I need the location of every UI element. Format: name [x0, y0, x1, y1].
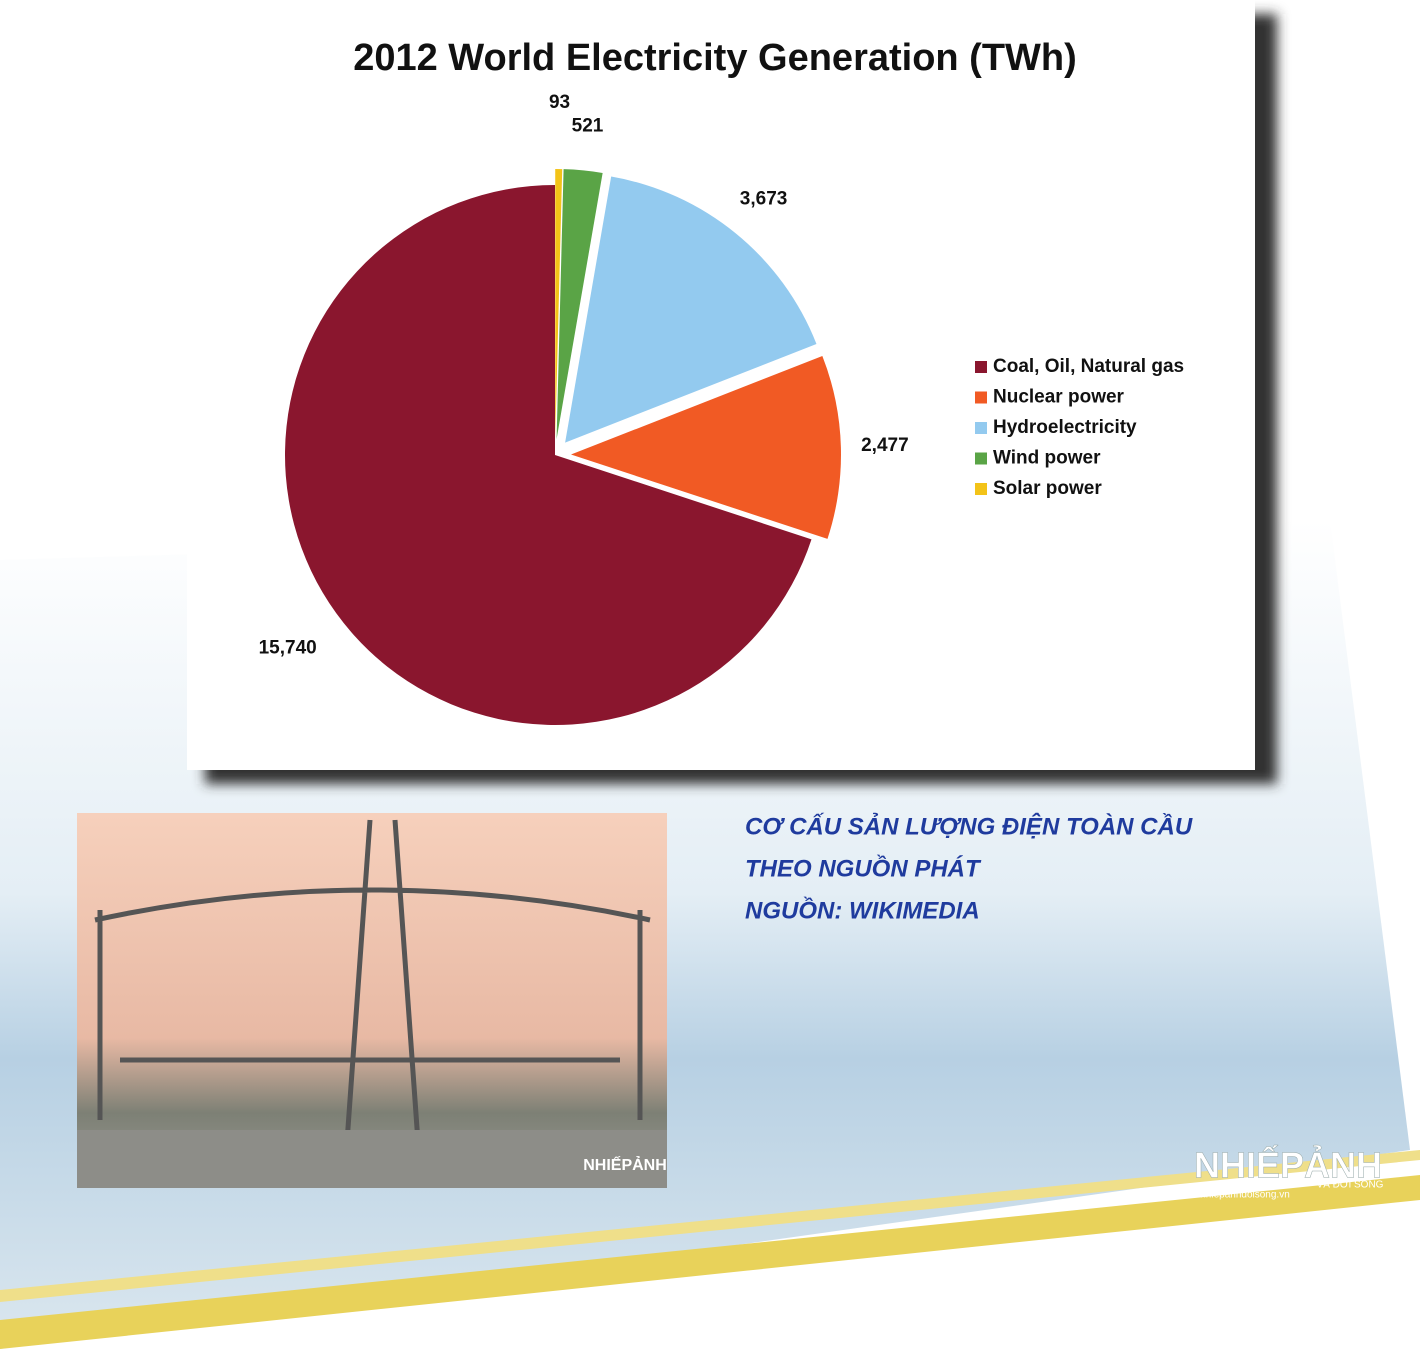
caption-line: CƠ CẤU SẢN LƯỢNG ĐIỆN TOÀN CẦU	[745, 812, 1193, 840]
data-label: 2,477	[861, 435, 909, 456]
caption-line: NGUỒN: WIKIMEDIA	[745, 896, 980, 924]
data-label: 521	[572, 116, 604, 137]
chart-title: 2012 World Electricity Generation (TWh)	[353, 37, 1077, 79]
legend-label: Coal, Oil, Natural gas	[993, 356, 1184, 377]
photo: NHIẾPẢNH	[77, 813, 667, 1188]
stripe	[0, 1175, 1420, 1349]
pie-slice	[565, 176, 817, 443]
legend-label: Wind power	[993, 448, 1101, 469]
pie-slice	[556, 169, 603, 440]
watermark-tagline: VÀ ĐỜI SỐNG	[1317, 1177, 1384, 1191]
data-label: 15,740	[259, 638, 317, 659]
legend-swatch	[975, 422, 987, 434]
legend-swatch	[975, 391, 987, 404]
legend-label: Nuclear power	[993, 387, 1125, 408]
caption: CƠ CẤU SẢN LƯỢNG ĐIỆN TOÀN CẦU THEO NGUỒ…	[745, 812, 1193, 924]
legend-label: Solar power	[993, 478, 1102, 499]
watermark-brand: NHIẾPẢNH	[1194, 1145, 1382, 1186]
legend-label: Hydroelectricity	[993, 417, 1137, 438]
data-label: 93	[549, 92, 570, 113]
photo-ground	[77, 1130, 667, 1188]
watermark-site: nhiepanhdoisong.vn	[1200, 1190, 1290, 1201]
photo-bg	[77, 813, 667, 1188]
pie-slice	[284, 185, 812, 725]
caption-line: THEO NGUỒN PHÁT	[745, 854, 982, 882]
legend-swatch	[975, 361, 987, 373]
legend-swatch	[975, 483, 987, 495]
pie-slice	[555, 169, 563, 440]
stripe	[0, 1150, 1420, 1302]
photo-watermark: NHIẾPẢNH	[583, 1155, 667, 1174]
legend-swatch	[975, 452, 987, 465]
data-label: 3,673	[740, 188, 788, 209]
photo-structure	[94, 819, 651, 1171]
pie-slice	[570, 355, 841, 539]
